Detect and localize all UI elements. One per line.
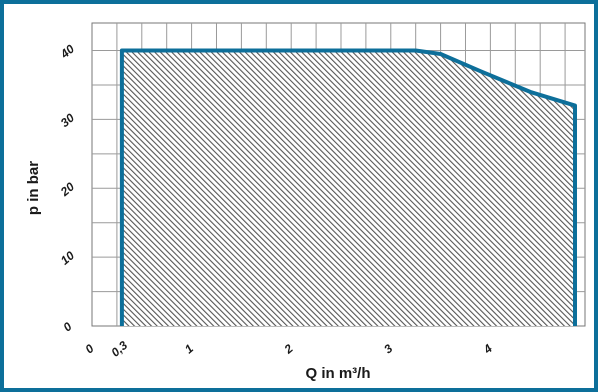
x-tick-label: 1 xyxy=(182,341,196,356)
x-tick-label: 0 xyxy=(82,341,96,356)
operating-area xyxy=(121,50,576,326)
y-axis-label: p in bar xyxy=(25,161,42,215)
y-tick-labels: 0 10 20 30 40 xyxy=(57,42,77,335)
x-tick-label: 4 xyxy=(480,341,495,357)
y-tick-label: 10 xyxy=(58,248,77,268)
x-tick-label: 3 xyxy=(381,341,395,356)
operating-area-outline xyxy=(119,48,577,326)
y-tick-label: 20 xyxy=(57,179,77,199)
y-tick-label: 40 xyxy=(57,42,77,62)
x-axis-label: Q in m³/h xyxy=(306,365,371,382)
x-tick-label: 0,3 xyxy=(108,338,130,360)
x-tick-label: 2 xyxy=(281,341,296,357)
y-tick-label: 30 xyxy=(58,110,77,130)
y-tick-label: 0 xyxy=(60,319,74,334)
x-tick-labels: 0 0,3 1 2 3 4 xyxy=(82,338,495,360)
